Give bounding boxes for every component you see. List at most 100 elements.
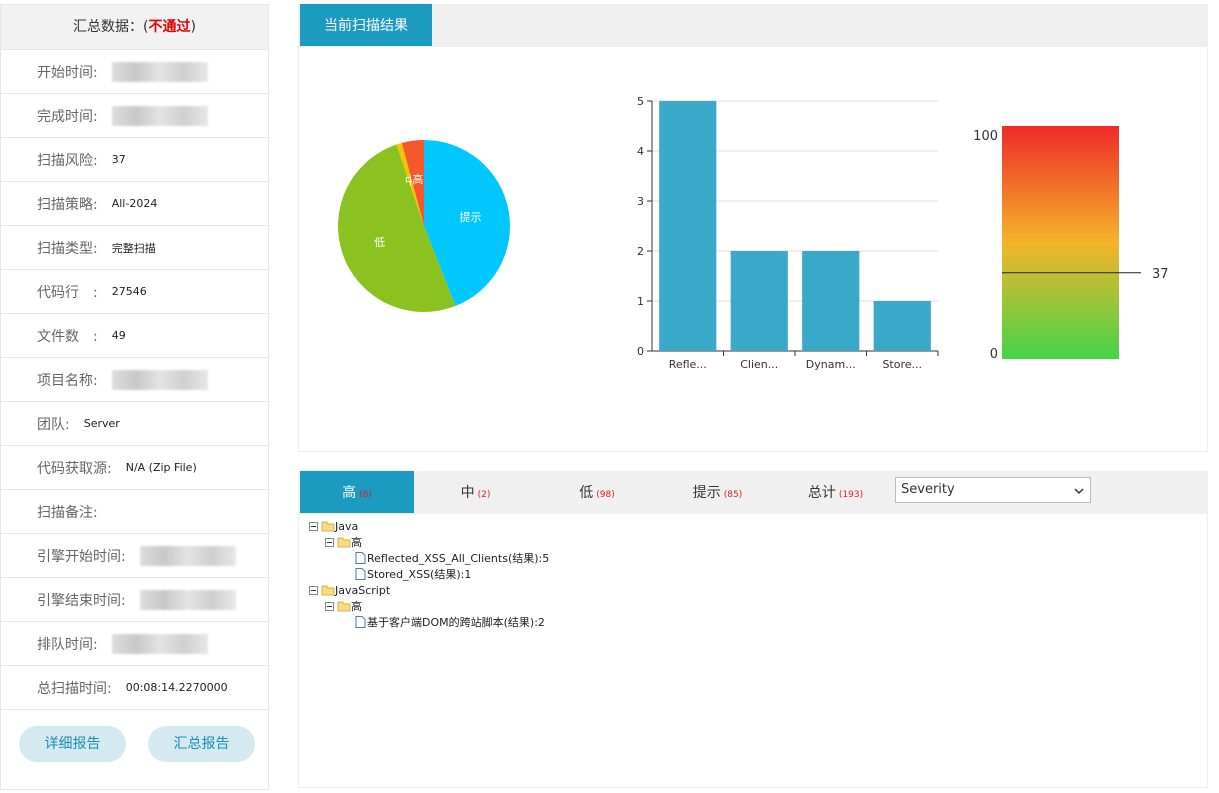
row-label: 扫描备注: <box>37 504 98 521</box>
row-value: 27546 <box>111 285 147 298</box>
folder <box>337 601 351 612</box>
tree-node[interactable]: 基于客户端DOM的跨站脚本(结果):2 <box>353 614 545 630</box>
row-value: 37 <box>111 153 126 166</box>
blurred-value <box>111 105 208 126</box>
blurred-value <box>111 633 208 654</box>
summary-rows: 开始时间: 完成时间: 扫描风险: 37 扫描策略: All-2024 扫描类型: 完整扫描代… <box>1 50 268 710</box>
summary-row: 引擎结束时间: <box>1 578 268 622</box>
tree-node[interactable]: Reflected_XSS_All_Clients(结果):5 <box>353 550 549 566</box>
summary-row: 团队: Server <box>1 402 268 446</box>
row-label: 总扫描时间: <box>37 680 112 697</box>
x-tick-label: Clien... <box>740 358 778 371</box>
summary-row: 代码行 : 27546 <box>1 270 268 314</box>
node-label: Reflected_XSS_All_Clients(结果):5 <box>367 552 550 565</box>
tab-name: 提示 <box>692 485 721 501</box>
result-tree: Java 高 Reflected_XSS_All_Clients(结果):5 Stor… <box>298 513 1208 788</box>
row-value: All-2024 <box>111 197 158 210</box>
tab-count: (8) <box>359 490 372 500</box>
bar <box>873 301 931 351</box>
summary-title: 汇总数据：( <box>73 19 149 35</box>
pie-slice <box>337 144 456 313</box>
tree-node[interactable]: Stored_XSS(结果):1 <box>353 566 471 582</box>
pie-label: 低 <box>374 236 385 249</box>
summary-title-end: ) <box>190 19 196 35</box>
row-value: 00:08:14.2270000 <box>125 681 228 694</box>
tree-node[interactable]: 高 <box>323 598 362 614</box>
gauge-value: 37 <box>1152 267 1169 282</box>
blurred-value <box>139 589 236 610</box>
x-tick-label: Store... <box>882 358 922 371</box>
folder-icon <box>321 585 335 596</box>
gauge-tick-label: 0 <box>990 347 998 362</box>
blurred-value <box>111 369 208 390</box>
bar <box>659 101 717 351</box>
tab-name: 高 <box>342 485 357 501</box>
severity-select[interactable]: Severity <box>895 477 1091 503</box>
summary-header: 汇总数据：(不通过) <box>1 5 268 50</box>
row-value: Server <box>83 417 120 430</box>
summary-report-button[interactable]: 汇总报告 <box>148 726 255 762</box>
folder <box>321 521 335 532</box>
summary-row: 扫描备注: <box>1 490 268 534</box>
chart-panel <box>298 46 1208 452</box>
summary-row: 总扫描时间: 00:08:14.2270000 <box>1 666 268 710</box>
charts: 提示低 中高 0 1 2 3 4 5 Refle... Clien... Dynam... Store… <box>337 95 1169 371</box>
file-icon <box>355 616 366 628</box>
tab-count: (98) <box>596 490 615 500</box>
tree-node[interactable]: JavaScript <box>307 582 390 598</box>
summary-row: 扫描风险: 37 <box>1 138 268 182</box>
tab-name: 中 <box>460 485 475 501</box>
result-tab[interactable]: 当前扫描结果 <box>300 4 432 46</box>
folder <box>337 537 351 548</box>
tab-name: 低 <box>579 485 594 501</box>
severity-tab[interactable]: 中 (2) <box>414 471 537 513</box>
toggle-icon <box>325 602 334 611</box>
summary-row: 扫描策略: All-2024 <box>1 182 268 226</box>
row-label: 代码获取源: <box>37 460 112 477</box>
y-tick-label: 3 <box>637 195 644 208</box>
summary-row: 代码获取源: N/A (Zip File) <box>1 446 268 490</box>
row-label: 团队: <box>37 416 70 433</box>
summary-row: 完成时间: <box>1 94 268 138</box>
pie-slice <box>396 142 424 226</box>
row-label: 代码行 : <box>37 284 98 301</box>
severity-tab[interactable]: 提示 (85) <box>657 471 778 513</box>
y-tick-label: 1 <box>637 295 644 308</box>
row-label: 开始时间: <box>37 64 98 81</box>
severity-tab[interactable]: 低 (98) <box>537 471 657 513</box>
row-label: 引擎结束时间: <box>37 592 126 609</box>
pie-label: 中 <box>405 175 416 188</box>
detail-report-button[interactable]: 详细报告 <box>19 726 126 762</box>
row-label: 扫描风险: <box>37 152 98 169</box>
pie-slice <box>424 140 510 307</box>
folder-icon <box>321 521 335 532</box>
blurred-value <box>139 545 236 566</box>
node-label: Stored_XSS(结果):1 <box>367 568 472 581</box>
bar <box>730 251 788 351</box>
tab-count: (85) <box>723 490 743 500</box>
summary-row: 项目名称: <box>1 358 268 402</box>
select-text: Severity <box>901 482 955 497</box>
severity-tab[interactable]: 高 (8) <box>300 471 414 513</box>
summary-row: 引擎开始时间: <box>1 534 268 578</box>
severity-tab[interactable]: 总计 (193) <box>778 471 893 513</box>
tree-node[interactable]: Java <box>307 518 358 534</box>
node-label: 基于客户端DOM的跨站脚本(结果):2 <box>367 616 545 629</box>
toggle-icon <box>309 522 318 531</box>
pie-label: 提示 <box>459 211 481 224</box>
file <box>355 616 366 628</box>
status: 不通过 <box>148 19 191 35</box>
summary-row: 扫描类型: 完整扫描 <box>1 226 268 270</box>
summary-panel: 汇总数据：(不通过) 开始时间: 完成时间: 扫描风险: 37 扫描策略: All-202… <box>0 4 269 790</box>
summary-row: 文件数 : 49 <box>1 314 268 358</box>
select-arrow <box>1074 488 1084 495</box>
tab-name: 总计 <box>807 485 836 501</box>
row-value: 完整扫描 <box>111 241 156 255</box>
file <box>355 568 366 580</box>
tree-node[interactable]: 高 <box>323 534 362 550</box>
row-value: N/A (Zip File) <box>125 461 197 474</box>
row-label: 完成时间: <box>37 108 98 125</box>
summary-row: 排队时间: <box>1 622 268 666</box>
row-label: 项目名称: <box>37 372 98 389</box>
